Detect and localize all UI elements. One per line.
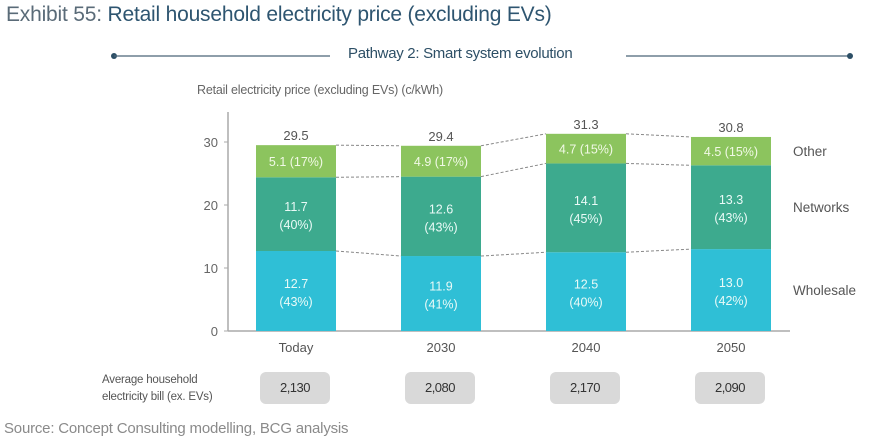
bill-value-2050: 2,090 xyxy=(695,372,765,404)
bar-today-networks xyxy=(256,177,336,251)
exhibit-prefix: Exhibit 55: xyxy=(6,3,108,26)
bill-label: Average household electricity bill (ex. … xyxy=(102,372,213,406)
bar-today-networks-share: (40%) xyxy=(279,218,312,232)
y-axis-label: Retail electricity price (excluding EVs)… xyxy=(197,83,444,97)
x-tick-label-2040: 2040 xyxy=(572,340,601,355)
bill-label-line1: Average household xyxy=(102,374,198,386)
y-tick-label-10: 10 xyxy=(204,261,218,276)
bar-2050-wholesale xyxy=(691,249,771,331)
bar-2030-networks xyxy=(401,176,481,257)
connector-wholesale-1 xyxy=(480,251,547,257)
total-label-2030: 29.4 xyxy=(428,129,453,144)
bar-2050-networks-value: 13.3 xyxy=(719,193,743,207)
legend-networks: Networks xyxy=(793,200,850,215)
x-tick-label-today: Today xyxy=(279,340,314,355)
exhibit-title: Exhibit 55: Retail household electricity… xyxy=(6,3,552,27)
bar-2030-wholesale xyxy=(401,256,481,331)
x-tick-label-2030: 2030 xyxy=(427,340,456,355)
legend-other: Other xyxy=(793,144,827,159)
connector-networks-2 xyxy=(625,162,692,166)
bar-2040-networks-value: 14.1 xyxy=(574,194,598,208)
connector-other-2 xyxy=(625,133,692,138)
pathway-label: Pathway 2: Smart system evolution xyxy=(348,45,573,62)
bar-2040-wholesale-share: (40%) xyxy=(569,296,602,310)
x-tick-label-2050: 2050 xyxy=(717,340,746,355)
connector-other-0 xyxy=(335,144,402,147)
bar-today-other-label: 5.1 (17%) xyxy=(269,155,323,169)
bill-value-2040: 2,170 xyxy=(550,372,620,404)
bar-today-wholesale-share: (43%) xyxy=(279,295,312,309)
connector-networks-1 xyxy=(480,162,547,178)
bar-2040-networks xyxy=(546,163,626,253)
bar-today-other xyxy=(256,145,336,178)
bar-2050-wholesale-value: 13.0 xyxy=(719,276,743,290)
bar-2030-networks-value: 12.6 xyxy=(429,202,453,216)
pathway-header: Pathway 2: Smart system evolution xyxy=(0,44,884,68)
bar-2050-networks-share: (43%) xyxy=(714,211,747,225)
total-label-2040: 31.3 xyxy=(573,117,598,132)
bar-2050-networks xyxy=(691,165,771,250)
bill-value-today: 2,130 xyxy=(260,372,330,404)
bar-2040-other xyxy=(546,133,626,164)
bar-2030-other xyxy=(401,145,481,177)
bar-today-wholesale xyxy=(256,250,336,331)
bar-2040-wholesale xyxy=(546,252,626,331)
bar-2040-wholesale-value: 12.5 xyxy=(574,278,598,292)
rule-right-dot xyxy=(847,53,853,59)
exhibit-main-title: Retail household electricity price (excl… xyxy=(107,3,552,26)
bar-2050-other xyxy=(691,136,771,166)
bar-2040-networks-share: (45%) xyxy=(569,212,602,226)
legend-wholesale: Wholesale xyxy=(793,283,856,298)
y-tick-label-0: 0 xyxy=(211,324,218,339)
bar-2050-other-label: 4.5 (15%) xyxy=(704,145,758,159)
bar-2040-other-label: 4.7 (15%) xyxy=(559,143,613,157)
bar-2030-other-label: 4.9 (17%) xyxy=(414,155,468,169)
bill-value-2030: 2,080 xyxy=(405,372,475,404)
total-label-today: 29.5 xyxy=(283,128,308,143)
total-label-2050: 30.8 xyxy=(718,120,743,135)
connector-networks-0 xyxy=(335,176,402,178)
y-tick-label-30: 30 xyxy=(204,135,218,150)
source-note: Source: Concept Consulting modelling, BC… xyxy=(4,420,349,437)
bar-2050-wholesale-share: (42%) xyxy=(714,294,747,308)
bar-2030-networks-share: (43%) xyxy=(424,220,457,234)
bar-2030-wholesale-share: (41%) xyxy=(424,298,457,312)
pathway-rule xyxy=(111,53,853,59)
bill-label-line2: electricity bill (ex. EVs) xyxy=(102,391,213,403)
connector-wholesale-0 xyxy=(335,250,402,257)
bar-today-networks-value: 11.7 xyxy=(284,200,307,214)
y-tick-label-20: 20 xyxy=(204,198,218,213)
connector-other-1 xyxy=(480,133,547,147)
bar-2030-wholesale-value: 11.9 xyxy=(429,280,452,294)
connector-wholesale-2 xyxy=(625,248,692,253)
bar-today-wholesale-value: 12.7 xyxy=(284,277,308,291)
